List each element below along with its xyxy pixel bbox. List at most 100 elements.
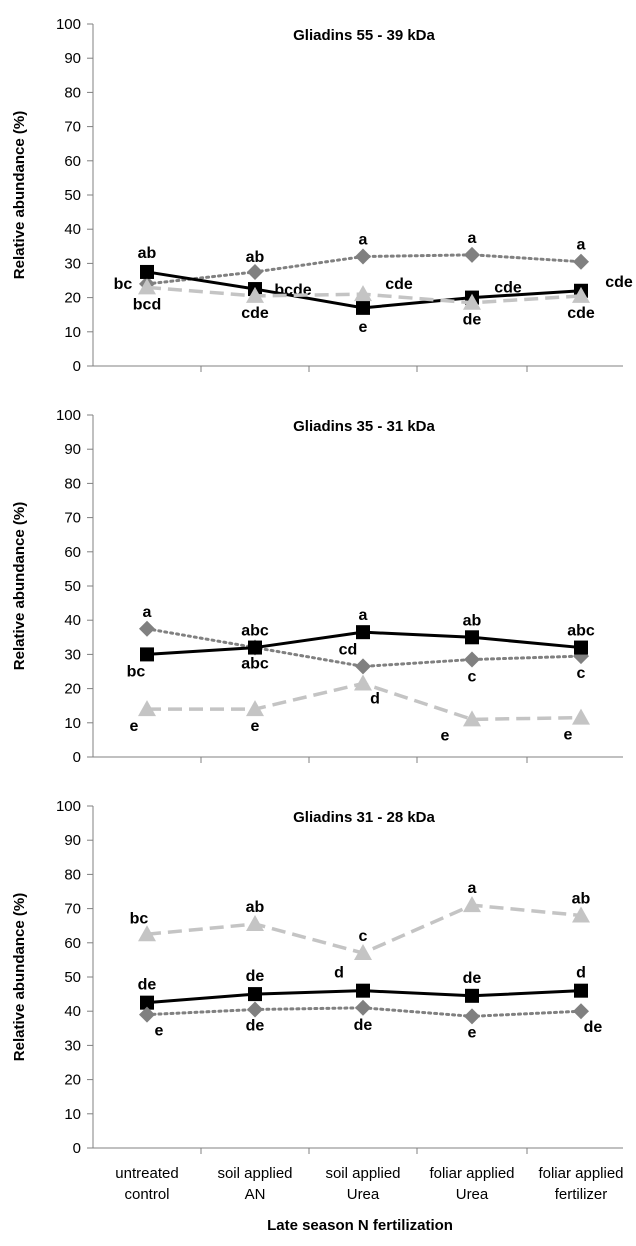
- x-category-label-2-line-1: soil applied: [217, 1165, 292, 1182]
- panel-2-title: Gliadins 35 - 31 kDa: [293, 418, 435, 435]
- panel-3-series-gray-dotted-diamond-point-4: [464, 1008, 480, 1025]
- panel-1-y-tick-label-80: 80: [64, 84, 81, 101]
- panel-3-series-black-solid-square-letter-3: d: [334, 965, 344, 982]
- panel-3-series-gray-dotted-diamond-point-1: [139, 1006, 155, 1023]
- panel-2-y-tick-label-50: 50: [64, 578, 81, 595]
- panel-1-series-black-solid-square-letter-5: cde: [605, 274, 633, 291]
- panel-2-series-black-solid-square-letter-5: abc: [567, 623, 595, 640]
- panel-2-y-tick-label-10: 10: [64, 715, 81, 732]
- x-category-label-5-line-1: foliar applied: [538, 1165, 623, 1182]
- panel-2-series-black-solid-square-letter-2: abc: [241, 623, 269, 640]
- x-category-label-5-line-2: fertilizer: [555, 1186, 608, 1203]
- panel-2-y-tick-label-90: 90: [64, 441, 81, 458]
- panel-2-y-tick-label-60: 60: [64, 544, 81, 561]
- panel-2-series-black-solid-square-letter-3: a: [359, 607, 368, 624]
- panel-3-series-gray-dotted-diamond-point-2: [247, 1001, 263, 1018]
- panel-1-series-lightgray-dashed-triangle-letter-3: cde: [385, 276, 413, 293]
- panel-1-y-tick-label-70: 70: [64, 119, 81, 136]
- panel-3-series-black-solid-square-letter-5: d: [576, 965, 586, 982]
- panel-2-series-black-solid-square-point-3: [356, 625, 370, 640]
- panel-1-series-gray-dotted-diamond-point-2: [247, 263, 263, 280]
- panel-3-series-gray-dotted-diamond-letter-5: de: [584, 1019, 603, 1036]
- panel-3-series-lightgray-dashed-triangle-letter-1: bc: [130, 910, 149, 927]
- x-category-label-1-line-2: control: [124, 1186, 169, 1203]
- panel-2-series-gray-dotted-diamond-letter-2: abc: [241, 656, 269, 673]
- panel-2-series-gray-dotted-diamond-point-1: [139, 620, 155, 637]
- panel-3-y-tick-label-50: 50: [64, 969, 81, 986]
- panel-3-series-black-solid-square-point-1: [140, 995, 154, 1010]
- panel-3-y-tick-label-30: 30: [64, 1037, 81, 1054]
- panel-2-y-tick-label-0: 0: [73, 749, 81, 766]
- panel-1-series-lightgray-dashed-triangle-point-1: [138, 278, 156, 295]
- panel-3-series-black-solid-square-letter-1: de: [138, 977, 157, 994]
- panel-2-series-lightgray-dashed-triangle-letter-3: d: [370, 690, 380, 707]
- panel-2-y-tick-label-20: 20: [64, 681, 81, 698]
- x-axis-label: Late season N fertilization: [267, 1217, 453, 1234]
- panel-3-y-tick-label-20: 20: [64, 1072, 81, 1089]
- panel-3-y-tick-label-90: 90: [64, 832, 81, 849]
- panel-2-series-gray-dotted-diamond-point-3: [355, 658, 371, 675]
- panel-1-series-gray-dotted-diamond-letter-1: bc: [114, 276, 133, 293]
- panel-3-series-black-solid-square-letter-2: de: [246, 968, 265, 985]
- x-category-label-4-line-2: Urea: [456, 1186, 489, 1203]
- panel-3-series-lightgray-dashed-triangle-letter-3: c: [359, 928, 368, 945]
- panel-1-series-lightgray-dashed-triangle-letter-2: cde: [241, 305, 269, 322]
- panel-3-y-tick-label-70: 70: [64, 901, 81, 918]
- x-category-label-4-line-1: foliar applied: [429, 1165, 514, 1182]
- panel-1-series-lightgray-dashed-triangle-letter-1: bcd: [133, 296, 161, 313]
- panel-1-title: Gliadins 55 - 39 kDa: [293, 27, 435, 44]
- panel-3-y-tick-label-100: 100: [56, 798, 81, 815]
- panel-3-series-black-solid-square-point-2: [248, 987, 262, 1002]
- panel-1-series-black-solid-square-letter-3: e: [359, 319, 368, 336]
- panel-1-series-gray-dotted-diamond-letter-4: a: [468, 230, 477, 247]
- panel-1-y-tick-label-20: 20: [64, 290, 81, 307]
- panel-3-series-gray-dotted-diamond-letter-4: e: [468, 1024, 477, 1041]
- panel-1-series-gray-dotted-diamond-point-4: [464, 246, 480, 263]
- panel-3-y-tick-label-10: 10: [64, 1106, 81, 1123]
- panel-2-series-lightgray-dashed-triangle-letter-1: e: [130, 718, 139, 735]
- panel-1-y-tick-label-40: 40: [64, 221, 81, 238]
- panel-3-y-tick-label-60: 60: [64, 935, 81, 952]
- panel-2-series-gray-dotted-diamond-point-4: [464, 651, 480, 668]
- panel-2-series-gray-dotted-diamond-letter-3: cd: [339, 641, 358, 658]
- panel-2-y-tick-label-40: 40: [64, 612, 81, 629]
- panel-2-series-black-solid-square-point-4: [465, 630, 479, 645]
- panel-2-y-tick-label-100: 100: [56, 407, 81, 424]
- panel-1-y-tick-label-0: 0: [73, 358, 81, 375]
- panel-2-series-lightgray-dashed-triangle-letter-5: e: [564, 727, 573, 744]
- panel-1-y-tick-label-60: 60: [64, 153, 81, 170]
- panel-1-series-lightgray-dashed-triangle-letter-4: de: [463, 312, 482, 329]
- panel-1-series-lightgray-dashed-triangle-point-3: [354, 285, 372, 302]
- panel-1-y-tick-label-50: 50: [64, 187, 81, 204]
- panel-3-series-lightgray-dashed-triangle-point-5: [572, 906, 590, 923]
- x-category-label-2-line-2: AN: [245, 1186, 266, 1203]
- panel-1-series-lightgray-dashed-triangle-letter-5: cde: [567, 305, 595, 322]
- panel-1-series-lightgray-dashed-triangle-point-4: [463, 293, 481, 310]
- panel-1-y-tick-label-30: 30: [64, 255, 81, 272]
- panel-3-series-gray-dotted-diamond-point-3: [355, 999, 371, 1016]
- panel-1-series-gray-dotted-diamond-point-3: [355, 248, 371, 265]
- panel-2-series-black-solid-square-point-2: [248, 640, 262, 655]
- panel-3-series-lightgray-dashed-triangle-letter-4: a: [468, 880, 477, 897]
- panel-1-series-black-solid-square-letter-4: cde: [494, 280, 522, 297]
- panel-3-series-lightgray-dashed-triangle-point-1: [138, 925, 156, 942]
- panel-3-y-tick-label-0: 0: [73, 1140, 81, 1157]
- panel-1-y-tick-label-90: 90: [64, 50, 81, 67]
- panel-1-series-gray-dotted-diamond-letter-5: a: [577, 237, 586, 254]
- panel-2-series-lightgray-dashed-triangle-point-5: [572, 708, 590, 725]
- panel-3-series-black-solid-square-point-5: [574, 983, 588, 998]
- x-category-label-1-line-1: untreated: [115, 1165, 178, 1182]
- panel-2-series-lightgray-dashed-triangle-point-4: [463, 710, 481, 727]
- panel-1-series-black-solid-square-letter-1: ab: [138, 245, 157, 262]
- panel-3-series-black-solid-square-letter-4: de: [463, 970, 482, 987]
- panel-1-series-black-solid-square-point-1: [140, 264, 154, 279]
- panel-3-series-black-solid-square-point-3: [356, 983, 370, 998]
- panel-3-series-gray-dotted-diamond-letter-2: de: [246, 1017, 265, 1034]
- panel-1-series-lightgray-dashed-triangle-point-5: [572, 286, 590, 303]
- panel-2-y-tick-label-30: 30: [64, 646, 81, 663]
- panel-2-series-gray-dotted-diamond-letter-4: c: [468, 669, 477, 686]
- panel-2-series-gray-dotted-diamond-letter-1: a: [143, 604, 152, 621]
- x-category-label-3-line-2: Urea: [347, 1186, 380, 1203]
- panel-3-series-lightgray-dashed-triangle-point-2: [246, 914, 264, 931]
